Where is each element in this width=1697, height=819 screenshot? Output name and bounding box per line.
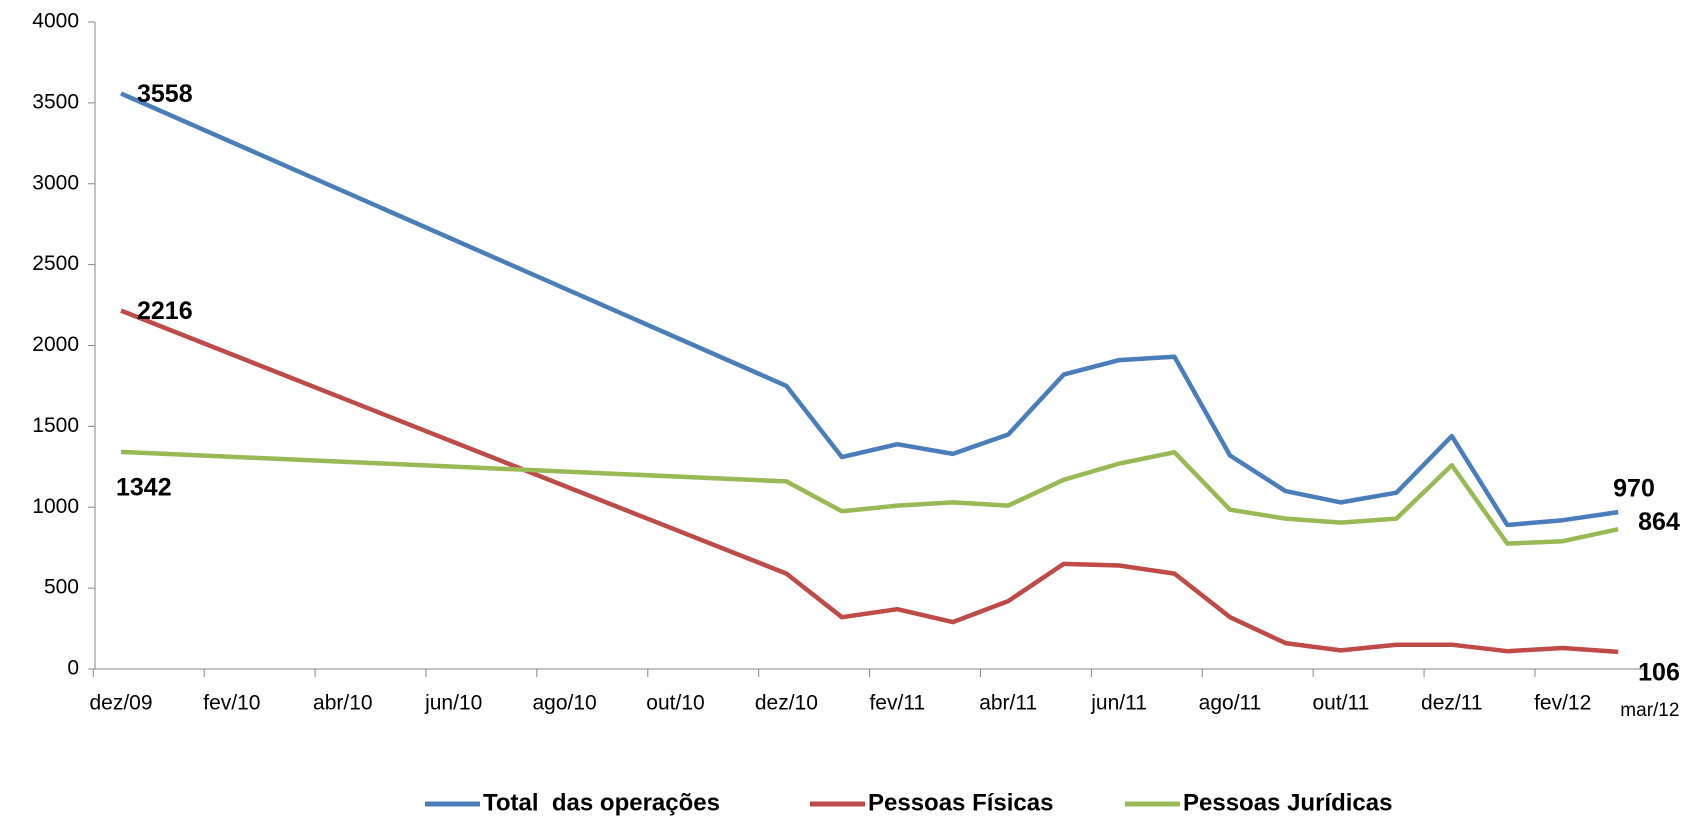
data-label: 970 bbox=[1613, 475, 1655, 503]
x-tick-label: fev/12 bbox=[1534, 692, 1591, 715]
y-tick-label: 3500 bbox=[32, 90, 79, 113]
data-label: 1342 bbox=[116, 474, 172, 502]
x-tick-label: out/11 bbox=[1312, 692, 1369, 715]
legend-label: Pessoas Físicas bbox=[868, 789, 1053, 816]
x-tick-label: fev/11 bbox=[869, 692, 925, 715]
y-tick-label: 2500 bbox=[32, 252, 79, 275]
y-tick-label: 3000 bbox=[32, 171, 79, 194]
x-tick-label: fev/10 bbox=[203, 692, 260, 715]
x-tick-label: abr/10 bbox=[313, 692, 373, 715]
x-tick-label: ago/11 bbox=[1199, 692, 1262, 715]
series-line bbox=[120, 308, 1619, 655]
x-tick-label: out/10 bbox=[646, 692, 704, 715]
legend-label: Pessoas Jurídicas bbox=[1183, 789, 1392, 816]
y-tick-label: 500 bbox=[44, 576, 79, 599]
series-line bbox=[120, 449, 1619, 546]
x-tick-label: mar/12 bbox=[1620, 700, 1679, 721]
x-tick-label: abr/11 bbox=[979, 692, 1037, 715]
y-tick-label: 1500 bbox=[32, 414, 79, 437]
y-tick-label: 1000 bbox=[32, 495, 79, 518]
x-tick-label: dez/09 bbox=[89, 692, 152, 715]
y-tick-label: 2000 bbox=[32, 333, 79, 356]
x-tick-label: jun/10 bbox=[424, 692, 482, 715]
data-label: 864 bbox=[1638, 508, 1680, 536]
y-tick-label: 4000 bbox=[32, 10, 79, 33]
y-tick-label: 0 bbox=[67, 657, 79, 680]
data-label: 106 bbox=[1638, 658, 1680, 686]
x-tick-label: ago/10 bbox=[532, 692, 596, 715]
data-label: 2216 bbox=[137, 297, 193, 325]
x-tick-label: jun/11 bbox=[1090, 692, 1147, 715]
series-line bbox=[120, 91, 1619, 528]
x-tick-label: dez/10 bbox=[755, 692, 818, 715]
x-tick-label: dez/11 bbox=[1421, 692, 1483, 715]
legend-label: Total das operações bbox=[483, 789, 720, 816]
data-label: 3558 bbox=[137, 80, 193, 108]
